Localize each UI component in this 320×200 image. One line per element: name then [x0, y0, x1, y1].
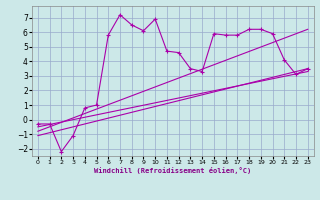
X-axis label: Windchill (Refroidissement éolien,°C): Windchill (Refroidissement éolien,°C) [94, 167, 252, 174]
